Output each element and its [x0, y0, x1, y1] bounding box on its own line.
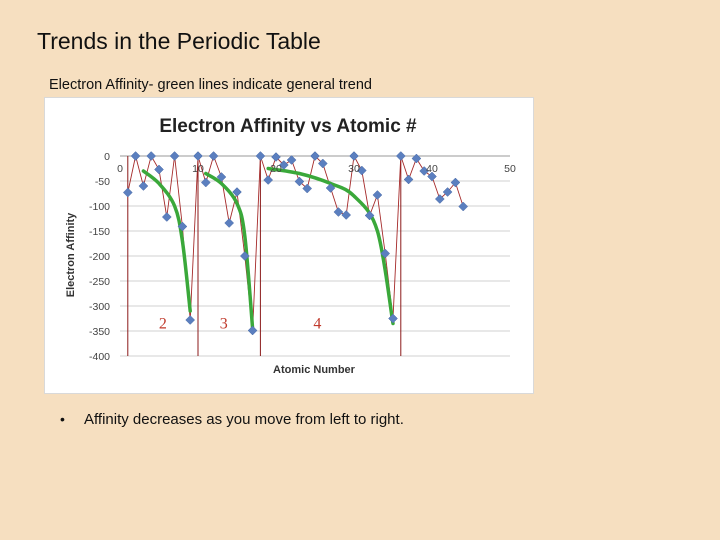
chart-frame: 0 -50 -100 -150 -200 -250 -300 -350 -400 0 10 20 30 4…: [44, 97, 534, 394]
y-tick-label: -150: [89, 226, 110, 238]
x-tick-label: 40: [426, 163, 438, 175]
data-point: [169, 151, 180, 161]
period-label: 4: [313, 316, 321, 333]
data-markers: [122, 151, 469, 336]
data-point: [177, 221, 188, 232]
data-point: [349, 151, 359, 161]
data-point: [341, 210, 352, 220]
data-point: [434, 194, 445, 204]
y-tick-label: -50: [95, 176, 110, 188]
data-point: [317, 158, 328, 169]
trend-lines: [141, 166, 395, 331]
data-point: [302, 183, 313, 194]
bullet-text: Affinity decreases as you move from left…: [84, 411, 404, 428]
data-point: [239, 251, 250, 261]
data-point: [154, 164, 164, 175]
axis-tick-labels: 0 -50 -100 -150 -200 -250 -300 -350 -400 0 10 20 30 4…: [89, 151, 516, 363]
data-point: [403, 174, 414, 185]
data-point: [286, 155, 297, 165]
x-tick-label: 30: [348, 163, 360, 175]
slide-subtitle: Electron Affinity- green lines indicate …: [49, 77, 372, 93]
trend-line: [204, 171, 255, 331]
y-axis-label: Electron Affinity: [65, 212, 77, 297]
data-point: [130, 151, 141, 161]
data-point: [450, 177, 461, 188]
data-point: [380, 248, 391, 259]
data-point: [232, 187, 242, 197]
slide-title: Trends in the Periodic Table: [37, 28, 321, 54]
x-axis-label: Atomic Number: [273, 364, 356, 376]
bullet-item: • Affinity decreases as you move from le…: [60, 411, 404, 428]
data-point: [263, 175, 274, 185]
data-point: [122, 187, 133, 198]
data-point: [278, 160, 289, 170]
data-point: [216, 172, 227, 182]
y-tick-label: -100: [89, 201, 110, 213]
data-point: [411, 153, 422, 164]
period-labels: 2 3 4: [159, 316, 321, 333]
data-point: [372, 190, 383, 200]
chart-title: Electron Affinity vs Atomic #: [159, 116, 417, 137]
data-point: [325, 183, 336, 193]
x-tick-label: 20: [270, 163, 282, 175]
trend-line: [141, 169, 192, 313]
data-point: [200, 177, 211, 188]
data-point: [356, 165, 367, 176]
data-point: [427, 171, 437, 182]
data-point: [247, 325, 258, 336]
bullet-list: • Affinity decreases as you move from le…: [60, 411, 404, 428]
data-point: [146, 151, 157, 161]
y-tick-label: -350: [89, 326, 110, 338]
y-tick-label: 0: [104, 151, 110, 163]
bullet-dot-icon: •: [60, 411, 65, 427]
data-point: [161, 212, 172, 222]
data-point: [395, 151, 406, 161]
y-tick-label: -300: [89, 301, 110, 313]
data-point: [185, 315, 196, 325]
data-point: [208, 151, 219, 161]
data-point: [271, 152, 281, 162]
data-point: [310, 151, 320, 161]
data-point: [193, 151, 203, 161]
data-point: [333, 207, 344, 217]
period-label: 2: [159, 316, 167, 333]
x-tick-label: 10: [192, 163, 204, 175]
data-point: [255, 151, 266, 161]
data-point: [388, 313, 398, 324]
data-point: [224, 218, 235, 228]
y-tick-label: -250: [89, 276, 110, 288]
data-point: [419, 166, 430, 176]
trend-line: [266, 166, 395, 326]
x-tick-label: 0: [117, 163, 123, 175]
data-point: [294, 176, 305, 187]
data-point: [458, 201, 469, 212]
data-point: [138, 181, 149, 191]
data-point: [364, 210, 375, 221]
y-tick-label: -200: [89, 251, 110, 263]
y-tick-label: -400: [89, 351, 110, 363]
x-tick-label: 50: [504, 163, 516, 175]
data-point: [442, 187, 453, 197]
electron-affinity-chart: 0 -50 -100 -150 -200 -250 -300 -350 -400 0 10 20 30 4…: [65, 116, 516, 376]
period-label: 3: [220, 316, 228, 333]
